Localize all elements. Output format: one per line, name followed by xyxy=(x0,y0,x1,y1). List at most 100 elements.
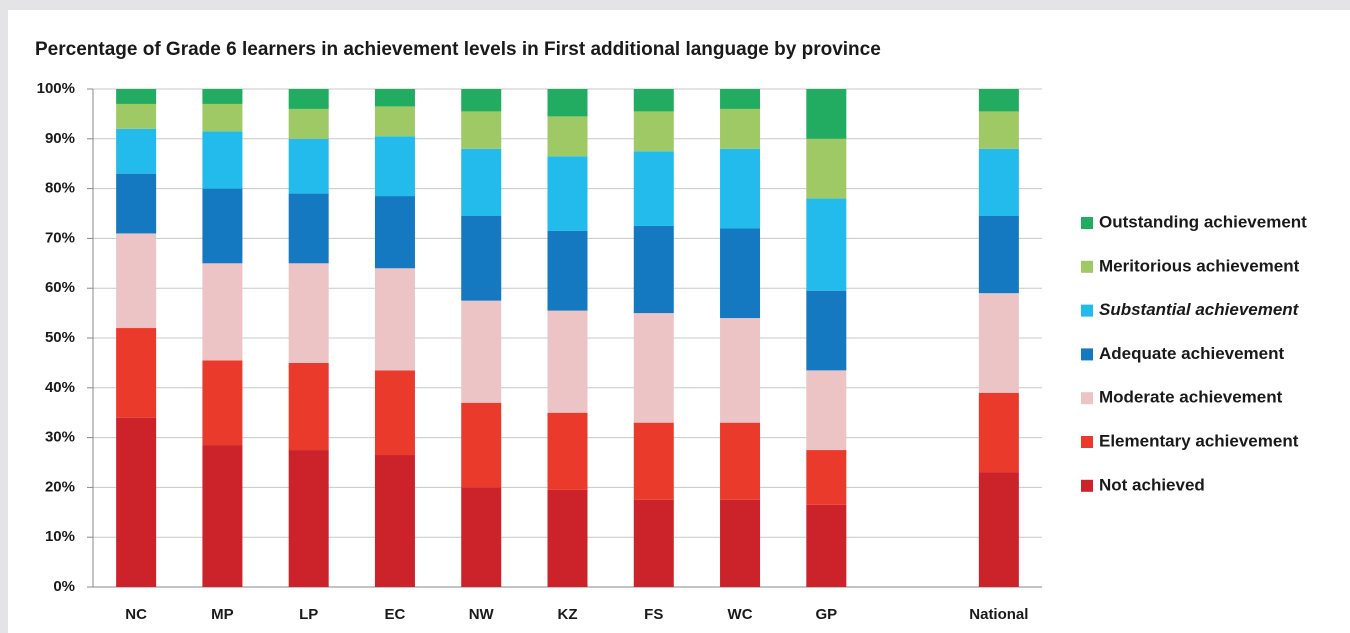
x-tick-label: MP xyxy=(211,606,234,623)
x-tick-label: KZ xyxy=(558,606,578,623)
bar-segment xyxy=(547,156,588,231)
bar-segment xyxy=(547,310,588,413)
bar-segment xyxy=(116,89,157,104)
bar-segment xyxy=(116,233,157,329)
bar-segment xyxy=(547,412,588,490)
bar-segment xyxy=(720,148,761,229)
bar-segment xyxy=(720,89,761,109)
x-tick-label: EC xyxy=(385,606,406,623)
x-tick-label: LP xyxy=(299,606,318,623)
bar-segment xyxy=(288,450,329,587)
bar-segment xyxy=(633,499,674,587)
bar-segment xyxy=(633,89,674,112)
chart-title: Percentage of Grade 6 learners in achiev… xyxy=(35,39,881,60)
legend-swatch xyxy=(1081,392,1093,405)
bar-segment xyxy=(288,193,329,264)
y-tick-label: 0% xyxy=(53,578,75,595)
legend-swatch xyxy=(1081,436,1093,448)
bar-segment xyxy=(633,225,674,314)
bar-segment xyxy=(806,450,847,505)
bar-segment xyxy=(374,268,415,371)
bar-segment xyxy=(978,89,1019,112)
bar-segment xyxy=(288,108,329,139)
bar-segment xyxy=(720,228,761,319)
bar-segment xyxy=(374,136,415,197)
legend-label: Substantial achievement xyxy=(1099,300,1300,319)
bar-segment xyxy=(978,293,1019,393)
bar-segment xyxy=(547,89,588,117)
bar-segment xyxy=(116,128,157,174)
bar-segment xyxy=(461,487,502,587)
bar-segment xyxy=(806,89,847,139)
legend-label: Adequate achievement xyxy=(1099,344,1285,363)
bar-segment xyxy=(547,230,588,311)
bar-segment xyxy=(720,318,761,423)
bar-segment xyxy=(720,499,761,587)
y-tick-label: 20% xyxy=(45,478,75,495)
y-tick-label: 30% xyxy=(45,429,75,446)
y-tick-label: 50% xyxy=(45,329,75,346)
bar-segment xyxy=(978,111,1019,149)
bar-segment xyxy=(374,455,415,587)
bar-segment xyxy=(116,103,157,129)
x-tick-label: GP xyxy=(815,606,837,623)
bar-segment xyxy=(633,422,674,500)
bar-segment xyxy=(202,131,243,189)
bar-segment xyxy=(978,148,1019,216)
y-tick-label: 80% xyxy=(45,180,75,197)
bar-segment xyxy=(633,111,674,152)
legend-swatch xyxy=(1081,304,1093,317)
bar-segment xyxy=(288,138,329,194)
bar-segment xyxy=(374,106,415,137)
bar-segment xyxy=(288,89,329,109)
bar-segment xyxy=(461,148,502,216)
bar-segment xyxy=(461,111,502,149)
x-tick-label: National xyxy=(969,606,1028,623)
bar-segment xyxy=(374,370,415,456)
bar-segment xyxy=(116,417,157,587)
bar-segment xyxy=(806,198,847,291)
bar-segment xyxy=(806,138,847,199)
legend-swatch xyxy=(1081,348,1093,361)
bar-segment xyxy=(547,489,588,587)
bar-segment xyxy=(461,89,502,112)
bar-segment xyxy=(202,445,243,587)
legend-swatch xyxy=(1081,217,1093,229)
bar-segment xyxy=(806,370,847,451)
x-tick-label: WC xyxy=(728,606,753,623)
bar-segment xyxy=(374,196,415,269)
bar-segment xyxy=(116,328,157,418)
legend-swatch xyxy=(1081,479,1093,492)
bar-segment xyxy=(202,103,243,132)
bar-segment xyxy=(116,173,157,234)
bar-segment xyxy=(374,89,415,107)
x-tick-label: NW xyxy=(469,606,495,623)
bar-segment xyxy=(461,215,502,301)
bar-segment xyxy=(806,504,847,587)
bar-segment xyxy=(202,263,243,361)
bar-segment xyxy=(978,392,1019,473)
bar-segment xyxy=(202,188,243,264)
y-tick-label: 40% xyxy=(45,379,75,396)
bar-segment xyxy=(978,472,1019,587)
legend-label: Moderate achievement xyxy=(1099,388,1283,407)
bar-segment xyxy=(461,402,502,488)
x-tick-label: NC xyxy=(125,606,147,623)
bar-segment xyxy=(633,151,674,226)
legend-label: Outstanding achievement xyxy=(1099,212,1307,231)
y-tick-label: 10% xyxy=(45,528,75,545)
bar-segment xyxy=(288,362,329,451)
bar-segment xyxy=(720,108,761,149)
bar-segment xyxy=(978,215,1019,294)
legend-label: Elementary achievement xyxy=(1099,431,1299,450)
bar-segment xyxy=(202,360,243,446)
y-tick-label: 90% xyxy=(45,130,75,147)
bar-segment xyxy=(633,313,674,423)
bar-segment xyxy=(720,422,761,500)
y-tick-label: 100% xyxy=(37,80,75,97)
bar-segment xyxy=(288,263,329,363)
bar-segment xyxy=(806,290,847,371)
legend-label: Meritorious achievement xyxy=(1099,256,1300,275)
y-tick-label: 60% xyxy=(45,279,75,296)
